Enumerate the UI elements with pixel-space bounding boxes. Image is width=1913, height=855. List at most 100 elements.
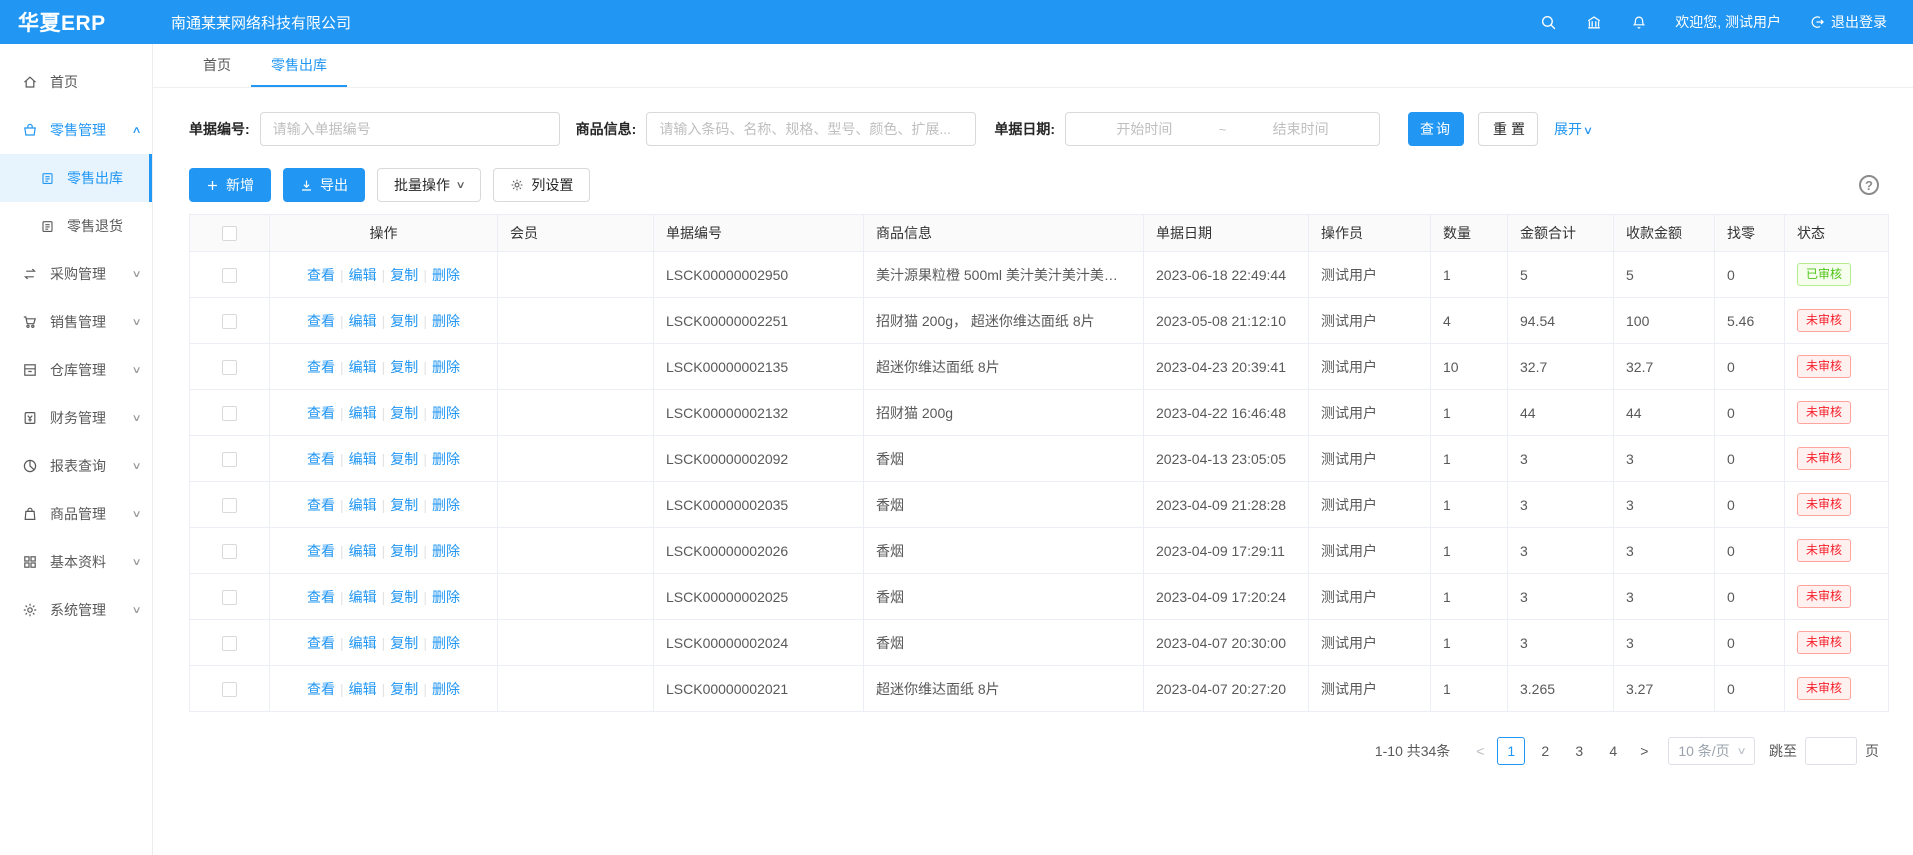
cell-change: 0 — [1714, 389, 1785, 436]
sidebar-item-goods[interactable]: 商品管理 ∨ — [0, 490, 152, 538]
logout-button[interactable]: 退出登录 — [1809, 12, 1887, 32]
export-button[interactable]: 导出 — [283, 168, 365, 202]
row-action-2[interactable]: 复制 — [390, 312, 419, 329]
row-action-0[interactable]: 查看 — [307, 680, 336, 697]
sidebar-item-sales[interactable]: 销售管理 ∨ — [0, 298, 152, 346]
select-all-checkbox[interactable] — [222, 226, 237, 242]
row-action-1[interactable]: 编辑 — [348, 358, 377, 375]
row-action-2[interactable]: 复制 — [390, 496, 419, 513]
expand-link[interactable]: 展开∨ — [1554, 121, 1594, 137]
row-action-0[interactable]: 查看 — [307, 450, 336, 467]
date-end-input[interactable] — [1232, 121, 1370, 137]
col-header-operator: 操作员 — [1308, 214, 1431, 252]
row-checkbox[interactable] — [222, 589, 237, 605]
prev-page-button[interactable]: < — [1476, 743, 1485, 759]
row-action-0[interactable]: 查看 — [307, 404, 336, 421]
reset-button[interactable]: 重置 — [1478, 112, 1539, 146]
page-size-select[interactable]: 10 条/页 ∨ — [1668, 737, 1755, 765]
row-action-0[interactable]: 查看 — [307, 312, 336, 329]
row-action-0[interactable]: 查看 — [307, 266, 336, 283]
status-badge: 未审核 — [1797, 447, 1852, 470]
row-checkbox[interactable] — [222, 451, 237, 467]
row-action-1[interactable]: 编辑 — [348, 542, 377, 559]
row-action-3[interactable]: 删除 — [431, 266, 460, 283]
sidebar-item-home[interactable]: 首页 — [0, 58, 152, 106]
sidebar-item-reports[interactable]: 报表查询 ∨ — [0, 442, 152, 490]
row-checkbox[interactable] — [222, 405, 237, 421]
product-info-input[interactable] — [646, 112, 977, 146]
row-action-0[interactable]: 查看 — [307, 496, 336, 513]
row-action-1[interactable]: 编辑 — [348, 634, 377, 651]
row-action-2[interactable]: 复制 — [390, 404, 419, 421]
search-button[interactable]: 查询 — [1408, 112, 1465, 146]
bank-icon[interactable] — [1585, 14, 1603, 31]
cell-product: 香烟 — [863, 527, 1144, 574]
sidebar-item-purchase[interactable]: 采购管理 ∨ — [0, 250, 152, 298]
bell-icon[interactable] — [1631, 14, 1647, 31]
row-action-3[interactable]: 删除 — [431, 542, 460, 559]
date-start-input[interactable] — [1076, 121, 1213, 137]
jump-label: 跳至 — [1769, 743, 1797, 759]
row-action-2[interactable]: 复制 — [390, 450, 419, 467]
tab-retail-outbound[interactable]: 零售出库 — [251, 44, 347, 87]
page-number-3[interactable]: 3 — [1575, 743, 1584, 759]
row-checkbox[interactable] — [222, 543, 237, 559]
sidebar-item-retail-outbound[interactable]: 零售出库 — [0, 154, 152, 202]
page-number-2[interactable]: 2 — [1541, 743, 1550, 759]
sidebar-item-finance[interactable]: 财务管理 ∨ — [0, 394, 152, 442]
row-action-2[interactable]: 复制 — [390, 266, 419, 283]
row-action-2[interactable]: 复制 — [390, 358, 419, 375]
row-action-2[interactable]: 复制 — [390, 680, 419, 697]
next-page-button[interactable]: > — [1640, 743, 1649, 759]
row-action-2[interactable]: 复制 — [390, 542, 419, 559]
sidebar-item-system[interactable]: 系统管理 ∨ — [0, 586, 152, 634]
date-range-picker[interactable]: ~ — [1065, 112, 1381, 146]
sidebar-item-warehouse[interactable]: 仓库管理 ∨ — [0, 346, 152, 394]
row-action-1[interactable]: 编辑 — [348, 312, 377, 329]
cell-bill-no: LSCK00000002035 — [653, 481, 864, 528]
jump-page-input[interactable] — [1805, 737, 1857, 765]
row-checkbox[interactable] — [222, 359, 237, 375]
row-checkbox[interactable] — [222, 681, 237, 697]
row-action-1[interactable]: 编辑 — [348, 404, 377, 421]
row-checkbox[interactable] — [222, 497, 237, 513]
row-action-1[interactable]: 编辑 — [348, 588, 377, 605]
row-action-0[interactable]: 查看 — [307, 588, 336, 605]
add-button[interactable]: 新增 — [189, 168, 271, 202]
row-action-1[interactable]: 编辑 — [348, 496, 377, 513]
row-action-0[interactable]: 查看 — [307, 634, 336, 651]
bill-no-input[interactable] — [259, 112, 560, 146]
row-action-0[interactable]: 查看 — [307, 358, 336, 375]
row-action-3[interactable]: 删除 — [431, 496, 460, 513]
row-action-3[interactable]: 删除 — [431, 634, 460, 651]
sales-icon — [23, 316, 36, 328]
tab-home[interactable]: 首页 — [203, 56, 231, 73]
row-action-1[interactable]: 编辑 — [348, 266, 377, 283]
row-action-2[interactable]: 复制 — [390, 634, 419, 651]
row-action-1[interactable]: 编辑 — [348, 450, 377, 467]
search-icon[interactable] — [1540, 14, 1557, 31]
row-action-3[interactable]: 删除 — [431, 450, 460, 467]
row-action-3[interactable]: 删除 — [431, 588, 460, 605]
sidebar-item-retail-return[interactable]: 零售退货 — [0, 202, 152, 250]
row-action-3[interactable]: 删除 — [431, 358, 460, 375]
help-icon[interactable]: ? — [1859, 175, 1879, 195]
batch-actions-button[interactable]: 批量操作 ∨ — [377, 168, 482, 202]
row-checkbox[interactable] — [222, 313, 237, 329]
jump-suffix: 页 — [1865, 743, 1879, 759]
row-action-3[interactable]: 删除 — [431, 404, 460, 421]
column-settings-button[interactable]: 列设置 — [493, 168, 591, 202]
page-number-4[interactable]: 4 — [1609, 743, 1618, 759]
cell-status: 未审核 — [1784, 435, 1889, 482]
row-action-1[interactable]: 编辑 — [348, 680, 377, 697]
row-checkbox[interactable] — [222, 635, 237, 651]
row-action-2[interactable]: 复制 — [390, 588, 419, 605]
row-action-3[interactable]: 删除 — [431, 680, 460, 697]
sidebar-item-basic-data[interactable]: 基本资料 ∨ — [0, 538, 152, 586]
row-checkbox[interactable] — [222, 267, 237, 283]
row-action-0[interactable]: 查看 — [307, 542, 336, 559]
page-number-1[interactable]: 1 — [1497, 737, 1526, 765]
cell-bill-no: LSCK00000002251 — [653, 297, 864, 344]
row-action-3[interactable]: 删除 — [431, 312, 460, 329]
sidebar-item-retail-manage[interactable]: 零售管理 ∧ — [0, 106, 152, 154]
